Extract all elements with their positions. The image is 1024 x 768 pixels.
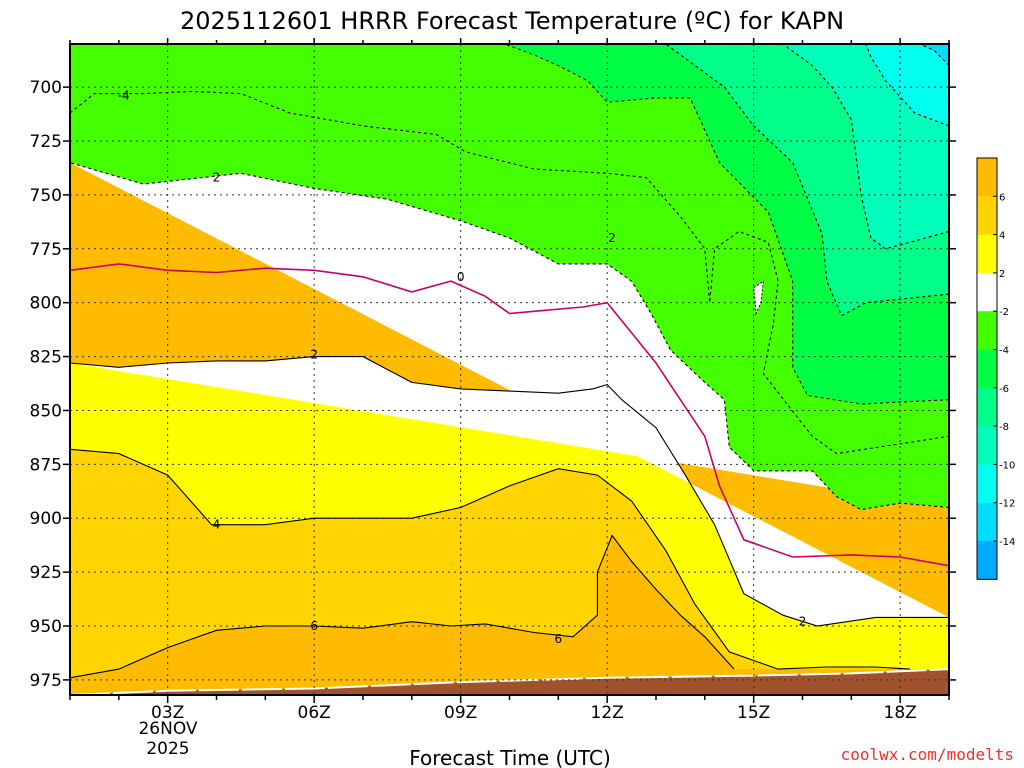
x-axis: 03Z 06Z 09Z 12Z 15Z 18Z <box>69 38 950 723</box>
gridlines <box>70 44 949 695</box>
isotherm-neg4 <box>70 90 949 455</box>
y-tick-label: 975 <box>30 671 62 691</box>
colorbar-label: -4 <box>999 346 1009 357</box>
isotherm--6 <box>504 44 949 405</box>
isotherm-label: 2 <box>799 615 807 629</box>
isotherm-6 <box>70 534 735 679</box>
x-tick-label: 09Z <box>444 703 477 723</box>
isotherm-label: -4 <box>118 89 130 103</box>
isotherm-label: 0 <box>457 270 465 284</box>
y-tick-label: 875 <box>30 455 62 475</box>
isotherm-label: 6 <box>310 619 318 633</box>
x-tick-label: 06Z <box>298 703 331 723</box>
colorbar: 6 4 2 -2 -4 -6 -8 -10 -12 -14 <box>976 157 1015 580</box>
colorbar-swatch <box>977 502 997 542</box>
y-tick-label: 825 <box>30 348 62 368</box>
isotherm--2 <box>70 162 949 511</box>
colorbar-label: -6 <box>999 384 1009 395</box>
colorbar-label: -2 <box>999 307 1009 318</box>
band-neg2-to-2 <box>70 162 949 626</box>
colorbar-swatch <box>977 349 997 389</box>
ground-below-surface <box>70 669 949 695</box>
isotherm-labels: -4 2 2 0 2 4 6 6 2 <box>118 89 807 646</box>
y-tick-label: 850 <box>30 401 62 421</box>
date-label-day: 26NOV <box>138 719 197 739</box>
credit-link[interactable]: coolwx.com/modelts <box>841 745 1014 764</box>
colorbar-swatch <box>977 272 997 312</box>
chart-title: 2025112601 HRRR Forecast Temperature (ºC… <box>180 7 844 35</box>
y-tick-label: 950 <box>30 617 62 637</box>
warm-pocket-outline <box>753 280 765 316</box>
band-4-to-6 <box>70 432 949 678</box>
date-label-year: 2025 <box>146 739 189 759</box>
colorbar-swatch <box>977 311 997 350</box>
band-neg14-to-neg12 <box>919 44 949 66</box>
colorbar-label: 2 <box>999 269 1005 280</box>
isotherm-2 <box>70 356 949 627</box>
band-2-to-4 <box>70 356 949 670</box>
isotherm-label: 6 <box>555 632 563 646</box>
y-tick-label: 700 <box>30 78 62 98</box>
colorbar-label: -8 <box>999 422 1009 433</box>
colorbar-label: 6 <box>999 192 1005 203</box>
isotherm-label: 4 <box>213 518 221 532</box>
isotherm--10 <box>782 44 949 250</box>
colorbar-label: 4 <box>999 231 1005 242</box>
y-tick-label: 725 <box>30 132 62 152</box>
colorbar-label: -14 <box>999 537 1015 548</box>
isotherm-4 <box>70 448 910 670</box>
x-tick-label: 15Z <box>737 703 770 723</box>
y-tick-label: 800 <box>30 294 62 314</box>
y-axis: 700 725 750 775 800 825 850 875 900 925 950 975 <box>30 78 956 691</box>
x-tick-label: 18Z <box>884 703 917 723</box>
colorbar-frame <box>976 157 998 580</box>
temperature-fill-bands <box>70 44 949 695</box>
x-tick-label: 12Z <box>591 703 624 723</box>
warm-pocket <box>753 281 764 314</box>
y-tick-label: 900 <box>30 509 62 529</box>
isotherm-label: 2 <box>213 171 221 185</box>
colorbar-label: -12 <box>999 499 1015 510</box>
isotherm-label: 2 <box>310 347 318 361</box>
isotherm--8 <box>665 44 949 317</box>
colorbar-swatch <box>977 464 997 504</box>
band-neg12-to-neg10 <box>866 44 949 126</box>
isotherm--12 <box>865 44 949 127</box>
y-tick-label: 925 <box>30 563 62 583</box>
colorbar-swatch <box>977 387 997 427</box>
x-axis-label: Forecast Time (UTC) <box>409 746 611 768</box>
colorbar-swatch <box>977 196 997 236</box>
y-tick-label: 775 <box>30 240 62 260</box>
colorbar-swatch <box>977 541 997 580</box>
colorbar-label: -10 <box>999 460 1015 471</box>
colorbar-swatch <box>977 426 997 465</box>
isotherm-label: 2 <box>608 231 616 245</box>
isotherm-0 <box>70 263 949 567</box>
isotherm--14 <box>919 44 949 66</box>
x-tick-label: 03Z <box>151 703 184 723</box>
isotherm-lines <box>70 44 949 679</box>
y-tick-label: 750 <box>30 186 62 206</box>
colorbar-swatch <box>977 234 997 274</box>
colorbar-swatch <box>977 158 997 197</box>
